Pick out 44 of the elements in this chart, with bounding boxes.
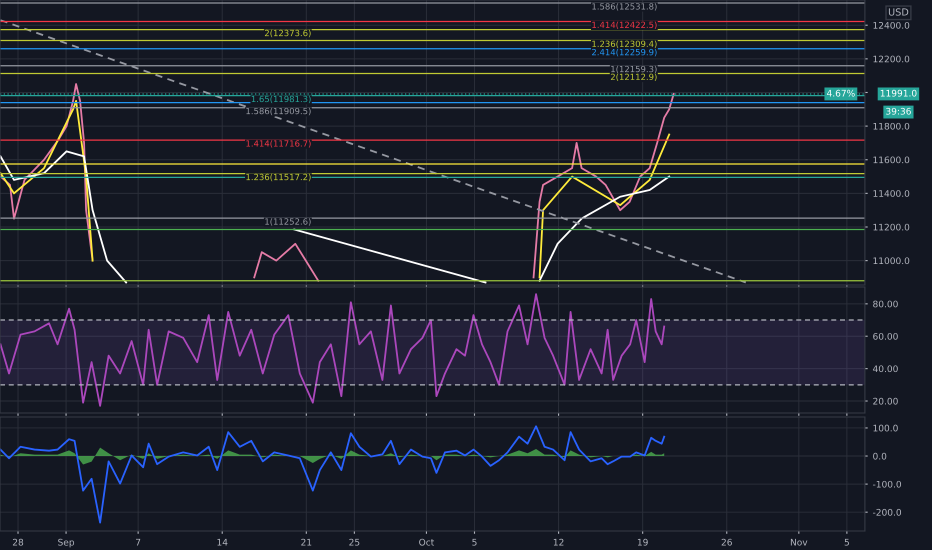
text: 39:36 bbox=[886, 108, 911, 115]
ref-line-label: 1.586(12531.8) bbox=[592, 3, 657, 11]
text: 11991.0 bbox=[880, 90, 917, 97]
y-tick-label: 60.00 bbox=[873, 332, 898, 340]
y-tick-label: -200.0 bbox=[872, 508, 902, 516]
ref-line-label: 2(12373.6) bbox=[264, 30, 311, 38]
x-tick-label: 5 bbox=[844, 538, 849, 546]
ref-line-label: 1.65(11981.3) bbox=[252, 96, 311, 104]
y-tick-label: 11000.0 bbox=[874, 257, 910, 264]
x-tick-label: 21 bbox=[301, 538, 312, 546]
ref-line-label: 1(11252.6) bbox=[265, 218, 311, 226]
ref-line-label: 1.236(12309.4) bbox=[592, 40, 657, 48]
ref-line-label: 1.236(11517.2) bbox=[246, 174, 311, 182]
ref-line-label: 1.586(11909.5) bbox=[246, 108, 311, 116]
x-tick-label: 7 bbox=[136, 538, 140, 546]
x-tick-label: 19 bbox=[638, 538, 648, 546]
x-tick-label: 28 bbox=[12, 538, 24, 546]
ref-line-label: 2.414(12259.9) bbox=[592, 48, 657, 56]
x-tick-label: Sep bbox=[58, 538, 74, 548]
y-tick-label: 80.00 bbox=[873, 300, 898, 308]
x-tick-label: Nov bbox=[790, 538, 808, 546]
y-tick-label: 12200.0 bbox=[874, 56, 910, 62]
y-tick-label: 0.0 bbox=[873, 452, 886, 460]
text: USD bbox=[888, 8, 908, 16]
x-tick-label: 5 bbox=[472, 538, 477, 546]
x-tick-label: 12 bbox=[554, 538, 564, 546]
x-tick-label: Oct bbox=[419, 538, 434, 546]
annotation: 4.67% bbox=[826, 90, 855, 97]
y-tick-label: 20.00 bbox=[873, 398, 898, 405]
x-tick-label: 25 bbox=[349, 538, 360, 546]
y-tick-label: 40.00 bbox=[872, 365, 898, 372]
x-tick-label: 14 bbox=[217, 538, 228, 546]
y-tick-label: 11400.0 bbox=[874, 190, 910, 197]
y-tick-label: 11600.0 bbox=[874, 156, 910, 164]
y-tick-label: 12400.0 bbox=[874, 22, 910, 29]
y-tick-label: 11800.0 bbox=[874, 122, 910, 130]
y-tick-label: 11200.0 bbox=[874, 224, 910, 231]
ref-line-label: 1.414(11716.7) bbox=[246, 140, 311, 148]
ref-line-label: 1.414(12422.5) bbox=[592, 21, 657, 29]
x-tick-label: 26 bbox=[722, 538, 732, 546]
ref-line-label: 2(12112.9) bbox=[610, 74, 657, 82]
y-tick-label: -100.0 bbox=[872, 480, 902, 488]
y-tick-label: 100.0 bbox=[874, 424, 898, 432]
ref-line-label: 1(12159.3) bbox=[611, 66, 657, 74]
